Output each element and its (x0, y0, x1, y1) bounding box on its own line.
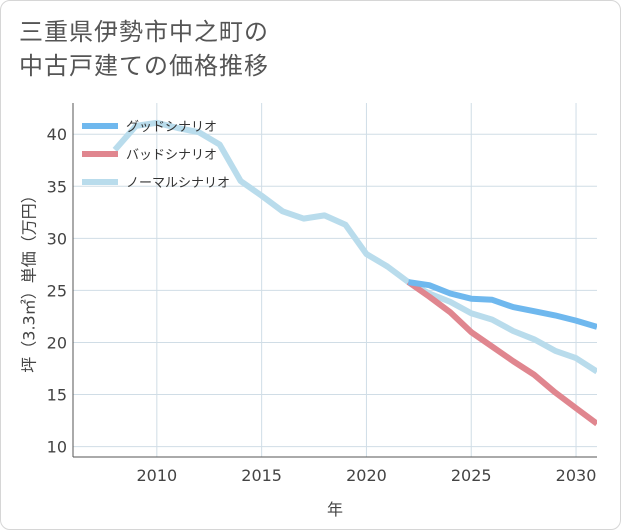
x-tick-label-2025: 2025 (451, 466, 492, 485)
y-tick-label-25: 25 (47, 281, 67, 300)
y-tick-label-35: 35 (47, 177, 67, 196)
chart-axes (72, 103, 597, 458)
x-tick-label-2020: 2020 (346, 466, 387, 485)
chart-title: 三重県伊勢市中之町の 中古戸建ての価格推移 (19, 15, 269, 83)
x-axis-title: 年 (327, 500, 343, 519)
chart-grid (73, 103, 597, 457)
x-tick-label-2010: 2010 (136, 466, 177, 485)
chart-title-line1: 三重県伊勢市中之町の (19, 18, 269, 46)
y-tick-label-30: 30 (47, 229, 67, 248)
legend-label-2: ノーマルシナリオ (126, 176, 230, 191)
x-tick-label-2015: 2015 (241, 466, 282, 485)
y-tick-label-15: 15 (47, 386, 67, 405)
y-tick-label-20: 20 (47, 333, 67, 352)
legend-label-1: バッドシナリオ (126, 148, 217, 163)
series-line-2 (112, 119, 597, 375)
series-line-0 (407, 279, 597, 330)
series-line-1 (406, 279, 597, 427)
x-tick-label-2030: 2030 (556, 466, 597, 485)
chart-series (112, 119, 597, 427)
y-tick-label-40: 40 (47, 125, 67, 144)
legend-label-0: グッドシナリオ (126, 120, 217, 135)
y-axis-title: 坪（3.3㎡）単価（万円） (20, 187, 39, 372)
chart-title-line2: 中古戸建ての価格推移 (19, 52, 269, 80)
y-tick-label-10: 10 (47, 438, 67, 457)
